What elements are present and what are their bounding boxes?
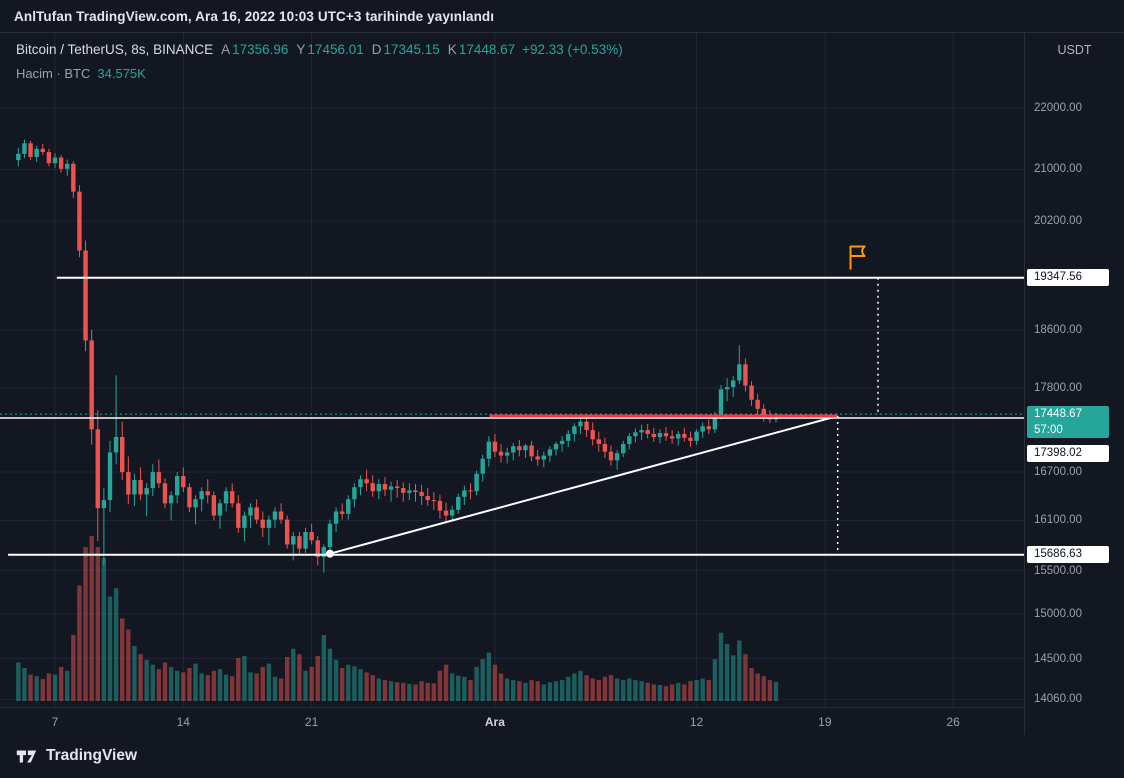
price-axis-label: 21000.00 [1034,163,1082,176]
price-axis-label: 14060.00 [1034,693,1082,706]
tag-price: 15686.63 [1034,548,1082,561]
tag-price: 17448.67 [1034,408,1082,421]
time-axis-label: 14 [176,715,190,729]
chart-container: Bitcoin / TetherUS, 8s, BINANCE A 17356.9… [0,32,1124,735]
price-axis-label: 20200.00 [1034,214,1082,227]
support-price-tag: 15686.63 [1027,546,1109,564]
tradingview-logo-icon[interactable] [14,744,38,768]
price-axis[interactable]: USDT 22000.00 21000.00 20200.00 18600.00 178… [1024,33,1124,735]
measure-lines[interactable] [836,277,879,555]
drawn-horizontal-lines[interactable] [0,276,1024,556]
volume-layer [16,536,779,701]
line-price-tag-17398: 17398.02 [1027,444,1109,462]
flag-icon[interactable] [849,245,866,270]
chart-canvas[interactable] [0,33,1024,707]
time-axis[interactable]: 7 14 21 Ara 12 19 26 [0,707,1024,735]
price-axis-label: 17800.00 [1034,381,1082,394]
symbol-title[interactable]: Bitcoin / TetherUS, 8s, BINANCE [16,42,214,57]
price-axis-label: 14500.00 [1034,652,1082,665]
time-axis-label: 26 [946,715,960,729]
tag-price: 19347.56 [1034,271,1082,284]
tag-price: 17398.02 [1034,446,1082,459]
time-axis-label: 19 [818,715,832,729]
price-axis-label: 15500.00 [1034,564,1082,577]
time-axis-label: 12 [689,715,704,729]
grid-layer [0,33,1024,707]
attribution-bar: AnlTufan TradingView.com, Ara 16, 2022 1… [0,0,1124,32]
price-axis-label: 22000.00 [1034,102,1082,114]
time-axis-label: Ara [484,715,505,729]
footer: TradingView [0,734,1124,778]
bar-countdown: 57:00 [1034,424,1063,437]
resistance-price-tag: 19347.56 [1027,269,1109,287]
attribution-text: AnlTufan TradingView.com, Ara 16, 2022 1… [14,8,495,24]
trendline[interactable] [325,415,838,558]
brand-name[interactable]: TradingView [46,747,138,764]
price-axis-label: 18600.00 [1034,323,1082,336]
price-axis-label: 16700.00 [1034,466,1082,479]
time-axis-label: 7 [51,715,59,729]
time-axis-label: 21 [304,715,319,729]
current-price-tag: 17448.67 57:00 [1027,406,1109,439]
price-axis-label: 15000.00 [1034,607,1082,620]
price-axis-label: 16100.00 [1034,514,1082,527]
candles-layer [16,139,779,573]
currency-label: USDT [1057,43,1092,57]
